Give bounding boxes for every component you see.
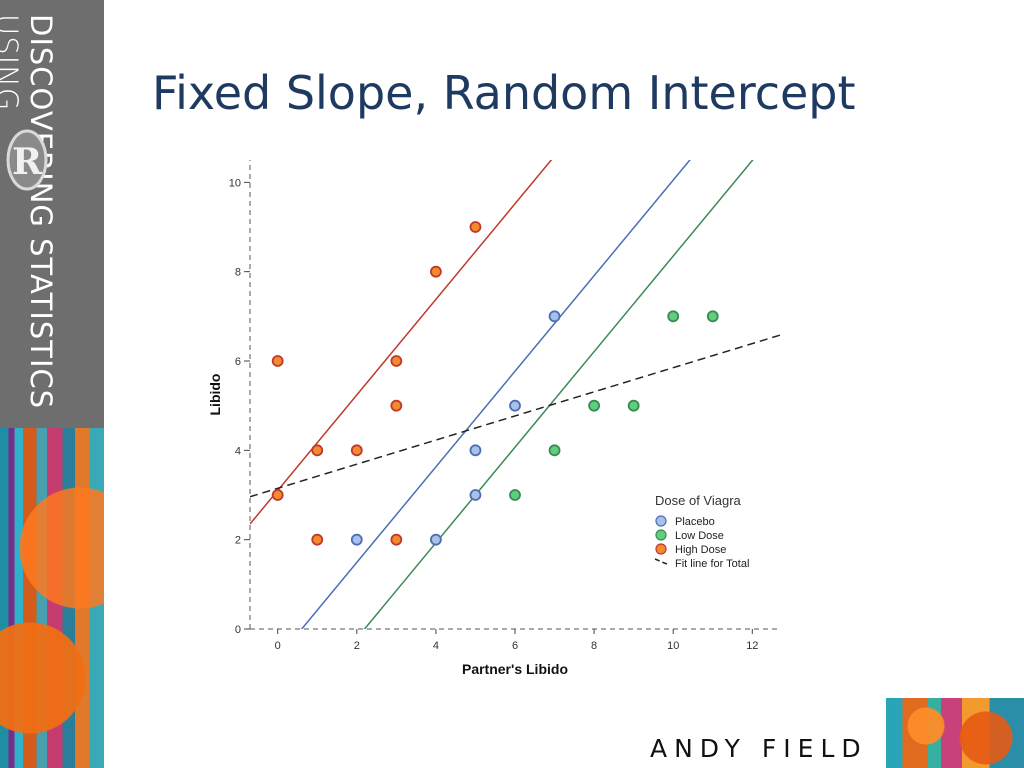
fit-line-low-dose bbox=[363, 160, 754, 629]
sidebar-banner: DISCOVERING STATISTICS USING R bbox=[0, 0, 104, 768]
x-tick-label: 2 bbox=[354, 640, 360, 652]
point-placebo bbox=[509, 399, 521, 412]
legend-marker bbox=[655, 543, 667, 555]
corner-decorative-art bbox=[886, 698, 1024, 768]
y-tick-label: 10 bbox=[229, 177, 241, 189]
point-high-dose bbox=[390, 399, 403, 412]
point-low-dose bbox=[706, 310, 719, 323]
sidebar-decorative-art bbox=[0, 428, 104, 768]
r-logo-icon: R bbox=[6, 129, 48, 191]
y-tick-label: 2 bbox=[235, 535, 241, 547]
data-points bbox=[271, 221, 719, 546]
x-tick-label: 12 bbox=[746, 640, 758, 652]
point-low-dose bbox=[548, 444, 561, 457]
y-tick-label: 6 bbox=[235, 356, 241, 368]
point-placebo bbox=[429, 533, 442, 546]
y-tick-label: 0 bbox=[235, 624, 241, 636]
chart-legend: Dose of Viagra Placebo Low Dose High Dose Fi… bbox=[654, 493, 749, 570]
point-high-dose bbox=[390, 355, 403, 367]
chart-axes: 0 2 4 6 8 10 12 0 2 4 6 8 10 bbox=[229, 160, 780, 652]
point-placebo bbox=[350, 533, 363, 546]
x-axis-label: Partner's Libido bbox=[462, 661, 568, 677]
point-high-dose bbox=[311, 444, 324, 457]
point-placebo bbox=[469, 489, 482, 501]
legend-title: Dose of Viagra bbox=[655, 493, 742, 508]
fit-lines bbox=[250, 160, 780, 629]
point-high-dose bbox=[350, 444, 363, 457]
legend-marker bbox=[655, 529, 667, 541]
fit-line-total bbox=[250, 334, 780, 498]
x-tick-label: 0 bbox=[275, 640, 281, 652]
x-tick-label: 8 bbox=[591, 640, 597, 652]
x-tick-label: 4 bbox=[433, 640, 439, 652]
scatter-chart: 0 2 4 6 8 10 12 0 2 4 6 8 10 Dose of Viagra Placebo Lo… bbox=[207, 160, 780, 677]
point-low-dose bbox=[588, 399, 601, 412]
legend-marker bbox=[654, 558, 670, 566]
point-high-dose bbox=[469, 221, 482, 233]
x-tick-label: 6 bbox=[512, 640, 518, 652]
brand-using: USING bbox=[0, 14, 24, 112]
point-placebo bbox=[469, 444, 482, 457]
brand-discovering-statistics: DISCOVERING STATISTICS bbox=[24, 14, 58, 410]
y-tick-label: 4 bbox=[235, 445, 241, 457]
point-low-dose bbox=[627, 399, 640, 412]
legend-label: Low Dose bbox=[675, 530, 724, 542]
point-high-dose bbox=[271, 489, 284, 501]
fit-line-placebo bbox=[300, 160, 691, 629]
point-high-dose bbox=[390, 533, 403, 546]
point-placebo bbox=[548, 310, 561, 323]
x-tick-label: 10 bbox=[667, 640, 679, 652]
author-name: ANDY FIELD bbox=[650, 734, 868, 763]
legend-marker bbox=[655, 515, 667, 527]
legend-label: Fit line for Total bbox=[675, 558, 749, 570]
legend-label: Placebo bbox=[675, 516, 715, 528]
slide-title: Fixed Slope, Random Intercept bbox=[152, 66, 856, 120]
point-high-dose bbox=[271, 355, 284, 367]
fit-line-high-dose bbox=[250, 160, 553, 525]
y-tick-label: 8 bbox=[235, 267, 241, 279]
point-low-dose bbox=[667, 310, 680, 323]
legend-label: High Dose bbox=[675, 544, 726, 556]
point-high-dose bbox=[429, 265, 442, 278]
r-logo-letter: R bbox=[12, 141, 43, 183]
point-low-dose bbox=[509, 489, 521, 501]
point-high-dose bbox=[311, 533, 324, 546]
y-axis-label: Libido bbox=[207, 374, 223, 416]
